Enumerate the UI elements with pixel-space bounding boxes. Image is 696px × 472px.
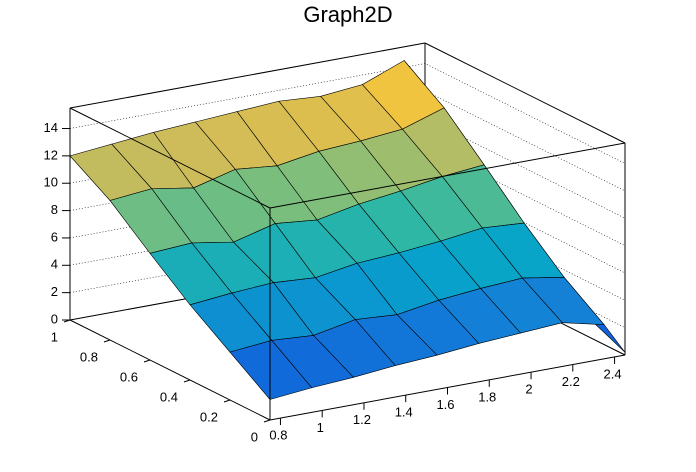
x-tick-label: 1.2 <box>353 412 371 427</box>
x-tick-label: 1 <box>317 420 324 435</box>
x-tick-label: 1.4 <box>395 405 413 420</box>
tick-mark <box>143 359 151 363</box>
z-tick-label: 14 <box>44 120 58 135</box>
x-tick-label: 2 <box>525 382 532 397</box>
z-tick-label: 8 <box>51 202 58 217</box>
tick-mark <box>63 319 71 323</box>
z-tick-label: 6 <box>51 229 58 244</box>
z-tick-label: 12 <box>44 147 58 162</box>
y-tick-label: 0.8 <box>80 349 98 364</box>
y-tick-label: 0.6 <box>120 369 138 384</box>
z-tick-label: 10 <box>44 175 58 190</box>
surface-cell <box>229 340 313 400</box>
box-edge <box>269 142 626 209</box>
tick-mark <box>263 419 271 423</box>
y-tick-label: 0.4 <box>160 389 178 404</box>
grid-line <box>69 63 626 164</box>
box-edge <box>69 107 271 209</box>
x-tick-label: 2.2 <box>562 374 580 389</box>
y-axis <box>69 319 271 421</box>
z-tick-label: 0 <box>51 311 58 326</box>
x-tick-label: 2.4 <box>604 366 622 381</box>
y-tick-label: 0.2 <box>200 409 218 424</box>
chart-title: Graph2D <box>303 2 392 27</box>
y-tick-label: 1 <box>51 329 58 344</box>
tick-mark <box>183 379 191 383</box>
x-tick-label: 1.8 <box>478 389 496 404</box>
tick-mark <box>103 339 111 343</box>
x-tick-label: 1.6 <box>436 397 454 412</box>
z-tick-label: 2 <box>51 284 58 299</box>
x-tick-label: 0.8 <box>269 428 287 443</box>
z-tick-label: 4 <box>51 257 58 272</box>
box-edge <box>424 42 626 144</box>
box-edge <box>69 42 426 109</box>
y-tick-label: 0 <box>251 429 258 444</box>
tick-mark <box>223 399 231 403</box>
